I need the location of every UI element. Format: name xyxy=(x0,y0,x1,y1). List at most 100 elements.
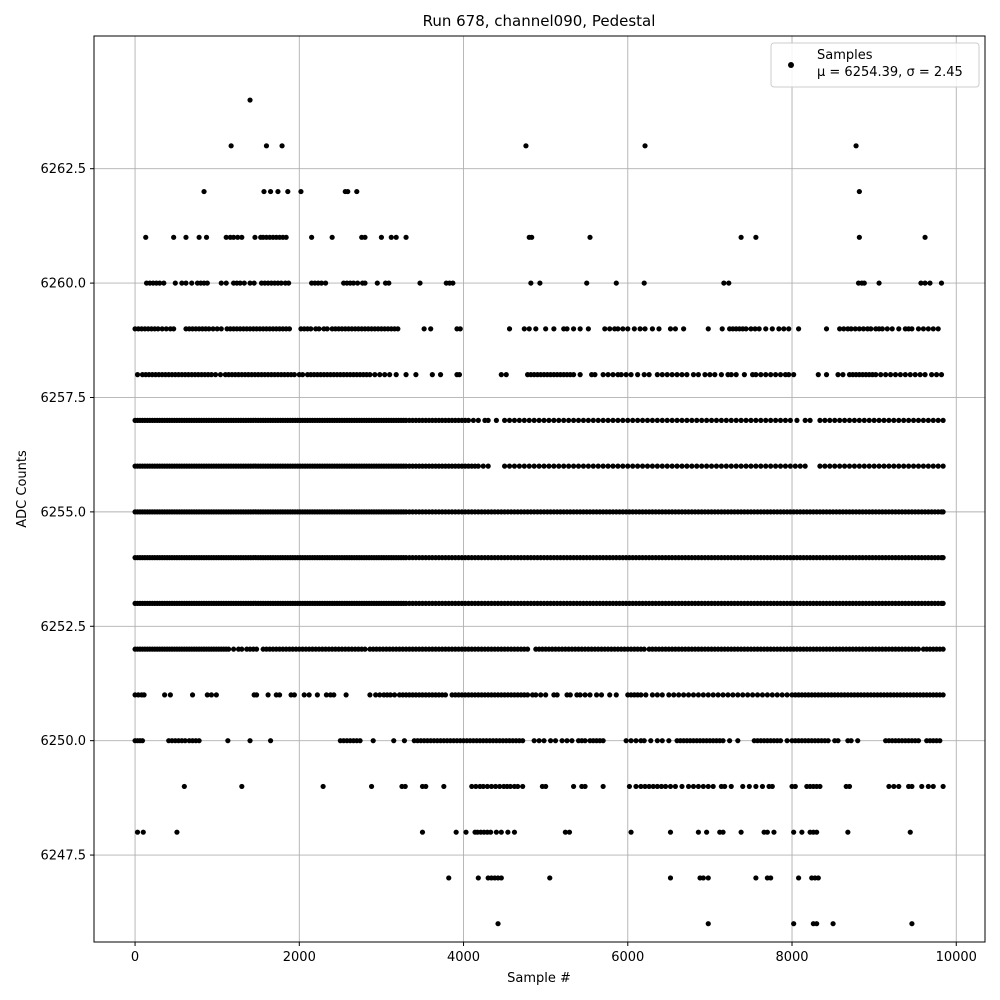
data-point xyxy=(784,738,790,744)
data-point xyxy=(505,829,511,835)
data-point xyxy=(511,829,518,835)
data-point xyxy=(362,234,368,240)
data-point xyxy=(823,372,830,378)
data-point xyxy=(679,372,685,378)
data-point xyxy=(403,372,409,378)
data-point xyxy=(710,783,716,790)
data-point xyxy=(679,417,685,423)
data-point xyxy=(635,417,641,423)
data-point xyxy=(718,463,724,469)
legend-marker xyxy=(788,62,794,68)
data-point xyxy=(485,417,491,423)
data-point xyxy=(674,463,680,469)
data-point xyxy=(654,692,660,698)
data-point xyxy=(559,738,565,744)
data-point xyxy=(607,326,613,332)
data-point xyxy=(777,738,784,744)
data-point xyxy=(856,417,862,423)
data-point xyxy=(605,463,611,469)
data-point xyxy=(719,326,725,332)
data-point xyxy=(915,326,922,332)
data-point xyxy=(567,692,573,698)
data-point xyxy=(639,417,646,423)
data-point xyxy=(387,692,394,698)
data-point xyxy=(231,646,237,652)
data-point xyxy=(672,783,679,790)
data-point xyxy=(730,692,736,698)
data-point xyxy=(345,188,351,195)
data-point xyxy=(846,417,853,423)
data-point xyxy=(239,646,245,652)
data-point xyxy=(638,783,644,790)
data-point xyxy=(533,692,539,698)
data-point xyxy=(598,692,605,698)
data-point xyxy=(213,692,219,698)
data-point xyxy=(768,372,774,378)
data-point xyxy=(498,875,504,881)
data-point xyxy=(547,738,554,744)
data-point xyxy=(620,417,626,423)
data-point xyxy=(223,280,229,286)
data-point xyxy=(507,783,513,790)
data-point xyxy=(935,463,941,469)
data-point xyxy=(585,326,591,332)
data-point xyxy=(543,326,549,332)
data-point xyxy=(642,783,648,790)
x-tick-label: 0 xyxy=(131,950,139,965)
data-point xyxy=(674,417,680,423)
data-point xyxy=(940,646,946,652)
data-point xyxy=(646,783,652,790)
data-point xyxy=(633,738,639,744)
data-point xyxy=(569,738,575,744)
data-point xyxy=(841,326,847,332)
data-point xyxy=(878,372,884,378)
data-point xyxy=(261,188,267,195)
data-point xyxy=(866,417,872,423)
data-point xyxy=(179,280,185,286)
data-point xyxy=(768,463,774,469)
data-point xyxy=(925,326,931,332)
data-point xyxy=(748,463,754,469)
data-point xyxy=(278,280,284,286)
data-point xyxy=(506,417,513,423)
data-point xyxy=(871,463,877,469)
data-point xyxy=(896,326,902,332)
data-point xyxy=(794,417,800,423)
y-tick-label: 6262.5 xyxy=(41,162,87,177)
data-point xyxy=(777,372,784,378)
data-point xyxy=(162,692,168,698)
data-point xyxy=(649,692,656,698)
data-point xyxy=(493,829,499,835)
data-point xyxy=(763,417,769,423)
data-point xyxy=(143,234,149,240)
data-point xyxy=(649,326,656,332)
data-point xyxy=(306,692,312,698)
data-point xyxy=(172,280,178,286)
data-point xyxy=(902,372,908,378)
data-point xyxy=(201,188,207,195)
data-point xyxy=(357,738,363,744)
data-point xyxy=(746,783,752,790)
data-point xyxy=(253,692,260,698)
y-axis-ticks: 6247.5 6250.0 6252.5 6255.0 6257.5 6260.0 6262… xyxy=(41,162,94,864)
data-point xyxy=(552,738,559,744)
data-point xyxy=(708,463,715,469)
data-point xyxy=(354,188,360,195)
data-point xyxy=(203,234,210,240)
data-point xyxy=(860,326,867,332)
data-point xyxy=(644,463,651,469)
data-point xyxy=(684,417,690,423)
data-point xyxy=(442,692,449,698)
data-point xyxy=(183,280,189,286)
data-point xyxy=(756,326,762,332)
data-point xyxy=(628,372,634,378)
data-point xyxy=(501,417,508,423)
data-point xyxy=(910,417,917,423)
data-point xyxy=(920,417,927,423)
data-point xyxy=(419,829,426,835)
data-point xyxy=(758,417,764,423)
data-point xyxy=(667,783,674,790)
data-point xyxy=(251,280,257,286)
